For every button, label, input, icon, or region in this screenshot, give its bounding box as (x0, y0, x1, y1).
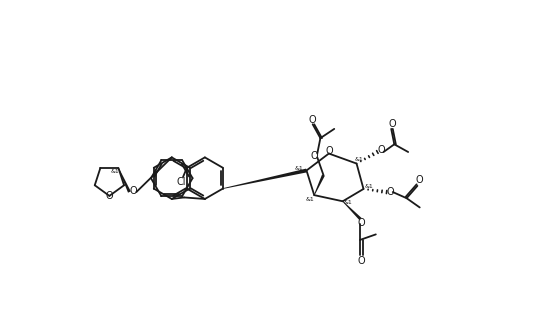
Text: &1: &1 (355, 157, 363, 162)
Text: O: O (311, 151, 318, 161)
Text: &1: &1 (306, 197, 315, 202)
Text: O: O (378, 146, 385, 155)
Text: &1: &1 (110, 169, 119, 174)
Text: &1: &1 (294, 166, 303, 171)
Text: O: O (387, 187, 394, 197)
Text: Cl: Cl (177, 177, 186, 187)
Polygon shape (314, 174, 325, 195)
Text: O: O (357, 256, 365, 266)
Text: &1: &1 (344, 200, 353, 205)
Text: O: O (326, 146, 333, 156)
Text: O: O (106, 191, 113, 201)
Polygon shape (223, 169, 307, 189)
Text: O: O (415, 176, 423, 185)
Polygon shape (118, 168, 131, 193)
Text: O: O (129, 186, 137, 196)
Text: O: O (357, 218, 365, 228)
Polygon shape (342, 201, 362, 220)
Text: O: O (388, 119, 396, 129)
Text: O: O (308, 115, 316, 125)
Text: &1: &1 (364, 184, 373, 189)
